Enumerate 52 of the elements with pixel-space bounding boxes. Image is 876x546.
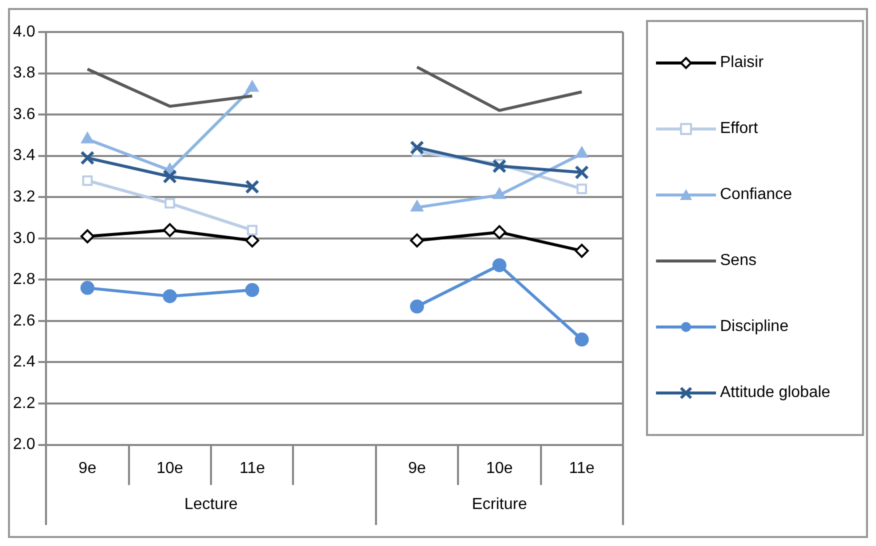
legend-label: Effort: [720, 120, 758, 138]
legend-label: Confiance: [720, 186, 792, 204]
text: Lecture: [184, 496, 238, 514]
legend-label: Attitude globale: [720, 384, 830, 402]
point: [493, 188, 506, 200]
point: [574, 165, 589, 180]
point: [576, 146, 588, 158]
y-tick-label: 3.8: [12, 64, 36, 82]
x-tick-label: 10e: [156, 460, 184, 477]
x-tick-label: 9e: [78, 460, 96, 477]
y-tick-label: 2.2: [12, 394, 36, 412]
x-tick-label: 10e: [486, 460, 513, 477]
point: [80, 229, 94, 244]
y-tick-label: 4.0: [12, 23, 36, 40]
y-tick-label: 2.0: [12, 436, 36, 454]
y-tick-label: 2.8: [12, 271, 36, 288]
point: [245, 180, 260, 194]
y-tick-label: 3.0: [12, 230, 36, 247]
point: [245, 233, 260, 248]
y-tick-label: 3.4: [12, 147, 36, 164]
legend-label: Plaisir: [720, 54, 764, 72]
point: [410, 300, 424, 314]
point: [492, 159, 507, 174]
point: [162, 289, 177, 304]
point: [162, 223, 177, 238]
y-tick-label: 3.6: [12, 106, 36, 123]
point: [492, 258, 506, 272]
point: [410, 140, 424, 155]
point: [80, 280, 94, 295]
text: Ecriture: [472, 496, 528, 514]
legend-label: Sens: [720, 252, 756, 270]
y-tick-label: 2.4: [12, 354, 36, 371]
point: [492, 225, 506, 240]
point: [576, 184, 588, 194]
point: [80, 150, 95, 166]
x-tick-label: 9e: [408, 460, 426, 477]
point: [162, 169, 177, 184]
legend-label: Discipline: [720, 318, 788, 336]
point: [574, 244, 589, 258]
x-tick-label: 11e: [239, 460, 266, 477]
y-tick-label: 3.2: [12, 188, 36, 206]
point: [574, 332, 589, 347]
y-tick-label: 2.6: [12, 312, 36, 330]
point: [82, 175, 93, 186]
point: [246, 80, 258, 92]
point: [245, 283, 260, 297]
point: [410, 200, 424, 212]
point: [410, 233, 424, 248]
point: [246, 224, 258, 236]
x-tick-label: 11e: [569, 460, 595, 477]
point: [81, 132, 94, 144]
point: [164, 198, 176, 209]
